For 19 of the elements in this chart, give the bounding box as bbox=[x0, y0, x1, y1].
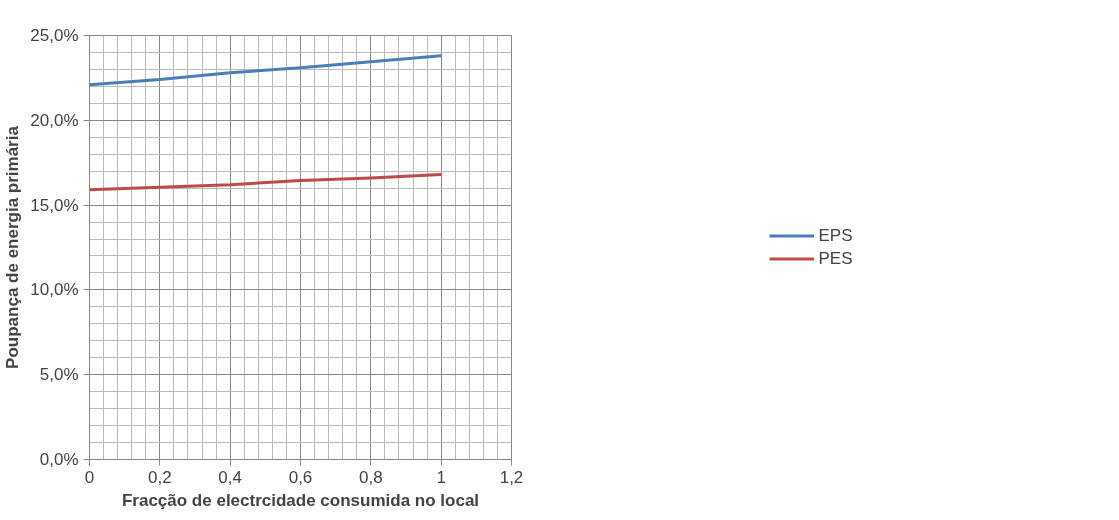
y-tick-label: 10,0% bbox=[30, 280, 79, 300]
y-tick-label: 5,0% bbox=[39, 365, 79, 385]
x-tick-label: 1 bbox=[436, 467, 446, 487]
line-series bbox=[89, 173, 443, 192]
y-tick-label: 15,0% bbox=[30, 195, 79, 215]
legend-label: EPS bbox=[818, 225, 853, 246]
x-tick-label: 0,6 bbox=[288, 467, 313, 487]
x-tick-label: 1,2 bbox=[499, 467, 524, 487]
y-axis-title: Poupança de energia primária bbox=[3, 125, 23, 369]
x-tick-label: 0,4 bbox=[218, 467, 242, 487]
x-tick-label: 0,8 bbox=[359, 467, 383, 487]
x-tick-label: 0 bbox=[84, 467, 95, 487]
x-axis-title: Fracção de electrcidade consumida no local bbox=[121, 490, 480, 510]
y-tick-label: 20,0% bbox=[30, 110, 79, 130]
y-tick-label: 25,0% bbox=[30, 26, 79, 45]
y-tick-label: 0,0% bbox=[39, 450, 79, 469]
x-tick-label: 0,2 bbox=[148, 467, 172, 487]
legend-label: PES bbox=[818, 248, 853, 269]
line-series bbox=[89, 54, 443, 87]
